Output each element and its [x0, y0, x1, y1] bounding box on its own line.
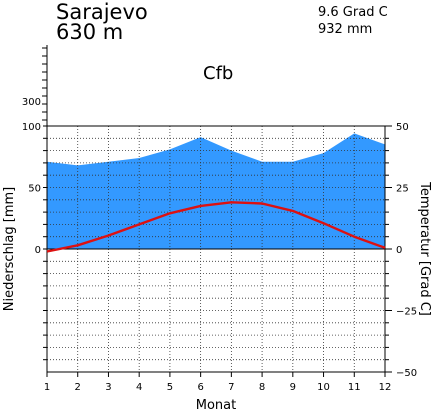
x-tick-label: 12: [379, 382, 392, 393]
x-tick-label: 10: [317, 382, 330, 393]
temperature-line: [46, 201, 386, 253]
temp-tick-label: 25: [396, 184, 409, 195]
left-axis-label: Niederschlag [mm]: [2, 187, 17, 312]
precip-tick-label: 0: [35, 245, 41, 256]
precipitation-area: [47, 133, 385, 249]
precip-tick-label: 300: [22, 97, 41, 108]
precip-tick-label: 50: [28, 184, 41, 195]
x-tick-label: 5: [167, 382, 173, 393]
x-tick-label: 2: [75, 382, 81, 393]
x-tick-label: 11: [348, 382, 361, 393]
temp-tick-label: −25: [396, 307, 417, 318]
x-tick-label: 6: [197, 382, 203, 393]
climate-classification: Cfb: [203, 63, 234, 84]
temp-tick-label: −50: [396, 368, 417, 379]
x-tick-label: 9: [290, 382, 296, 393]
x-tick-label: 4: [136, 382, 142, 393]
x-tick-label: 1: [44, 382, 50, 393]
x-axis-label: Monat: [196, 398, 236, 413]
temp-tick-label: 0: [396, 245, 402, 256]
right-axis-label: Temperatur [Grad C]: [417, 181, 432, 316]
station-elevation: 630 m: [56, 20, 124, 44]
annual-precipitation: 932 mm: [318, 22, 373, 37]
mean-temperature: 9.6 Grad C: [318, 5, 388, 20]
x-tick-label: 3: [105, 382, 111, 393]
station-name: Sarajevo: [56, 0, 148, 24]
x-tick-label: 8: [259, 382, 265, 393]
temp-tick-label: 50: [396, 122, 409, 133]
precip-tick-label: 100: [22, 122, 41, 133]
x-tick-label: 7: [228, 382, 234, 393]
